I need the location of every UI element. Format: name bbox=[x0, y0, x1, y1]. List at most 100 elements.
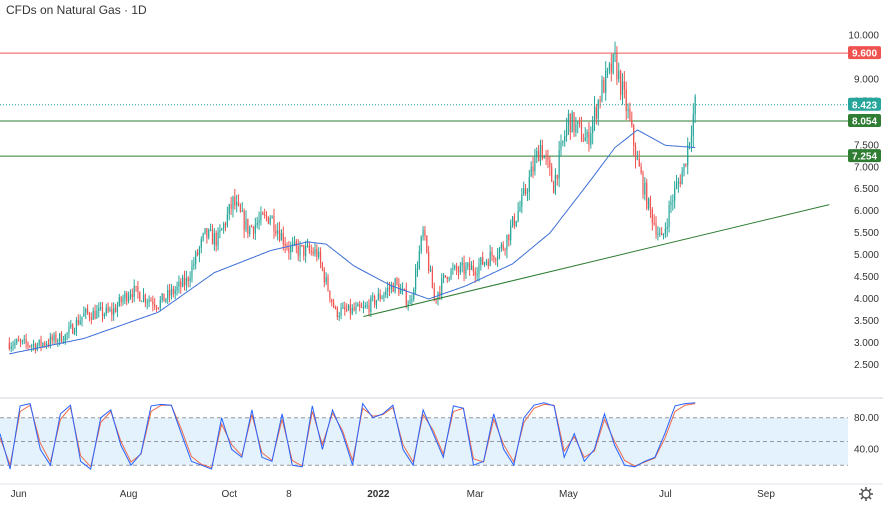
candle-down bbox=[368, 305, 370, 312]
candle-up bbox=[470, 265, 473, 271]
candle-up bbox=[662, 233, 665, 236]
level-price-label: 7.254 bbox=[852, 152, 877, 163]
candle-down bbox=[237, 202, 240, 205]
candle-down bbox=[374, 296, 376, 305]
candle-down bbox=[646, 182, 648, 209]
price-tick-label: 7.500 bbox=[854, 140, 879, 151]
candle-up bbox=[674, 188, 676, 201]
candle-up bbox=[422, 229, 424, 237]
candle-down bbox=[139, 292, 141, 302]
candle-up bbox=[226, 214, 228, 226]
candle-up bbox=[657, 234, 659, 236]
candle-down bbox=[502, 244, 504, 250]
candle-up bbox=[461, 262, 463, 266]
level-price-label: 9.600 bbox=[852, 49, 877, 60]
candle-down bbox=[114, 308, 117, 312]
last-price-badge bbox=[848, 97, 881, 111]
candle-up bbox=[249, 226, 251, 235]
candle-up bbox=[146, 301, 148, 303]
candle-up bbox=[57, 340, 59, 343]
time-axis[interactable]: Jun Aug Oct 8 2022 Mar May Jul Sep bbox=[11, 489, 776, 500]
candle-up bbox=[258, 220, 260, 224]
candle-up bbox=[506, 234, 508, 251]
candle-down bbox=[545, 155, 547, 157]
candle-up bbox=[562, 141, 564, 143]
candle-up bbox=[441, 278, 443, 295]
candle-up bbox=[200, 239, 202, 248]
time-tick-label: Mar bbox=[467, 489, 485, 500]
candle-up bbox=[586, 131, 588, 138]
candle-down bbox=[538, 151, 540, 162]
candle-down bbox=[27, 343, 29, 346]
candle-down bbox=[457, 270, 460, 273]
candle-down bbox=[157, 307, 160, 309]
candle-down bbox=[135, 285, 137, 287]
candle-down bbox=[303, 245, 305, 256]
candle-up bbox=[53, 334, 55, 341]
candle-up bbox=[565, 125, 568, 137]
candle-up bbox=[118, 297, 120, 306]
stochastic-tick-label: 80.00 bbox=[854, 413, 879, 424]
candle-up bbox=[23, 339, 25, 341]
candle-down bbox=[634, 146, 637, 160]
candle-up bbox=[688, 142, 691, 146]
candle-up bbox=[338, 315, 340, 318]
ascending-trendline[interactable] bbox=[363, 204, 830, 318]
candle-up bbox=[219, 230, 221, 232]
candle-up bbox=[142, 294, 145, 302]
candle-up bbox=[675, 183, 678, 189]
horizontal-levels[interactable]: 9.600 8.054 7.254 bbox=[0, 46, 881, 163]
candle-down bbox=[403, 288, 406, 290]
candle-up bbox=[681, 171, 683, 185]
candle-up bbox=[571, 112, 573, 133]
candle-down bbox=[346, 309, 348, 311]
candle-down bbox=[126, 293, 128, 302]
candle-up bbox=[534, 157, 536, 172]
candle-up bbox=[189, 278, 191, 282]
candle-up bbox=[81, 316, 83, 321]
candle-up bbox=[381, 297, 383, 299]
candle-up bbox=[467, 263, 469, 267]
candle-up bbox=[176, 286, 178, 291]
candle-up bbox=[96, 310, 98, 319]
candle-up bbox=[103, 314, 105, 317]
candle-down bbox=[29, 345, 31, 347]
candle-down bbox=[90, 317, 92, 320]
candle-up bbox=[221, 228, 223, 231]
candle-up bbox=[420, 236, 422, 252]
candle-down bbox=[433, 288, 435, 299]
candle-down bbox=[616, 52, 618, 80]
candle-up bbox=[85, 308, 87, 313]
candle-up bbox=[45, 344, 48, 346]
candle-down bbox=[155, 306, 158, 308]
candle-up bbox=[407, 304, 409, 306]
stochastic-axis: 80.00 40.00 bbox=[854, 413, 879, 456]
candle-down bbox=[439, 292, 441, 295]
price-tick-label: 2.500 bbox=[854, 360, 879, 371]
candle-up bbox=[98, 308, 100, 311]
candle-down bbox=[541, 145, 543, 159]
candle-up bbox=[672, 200, 674, 202]
candle-up bbox=[448, 278, 450, 280]
candle-down bbox=[653, 223, 655, 225]
candle-up bbox=[217, 231, 219, 246]
candle-up bbox=[683, 163, 685, 172]
candle-up bbox=[511, 216, 514, 226]
candlestick-series bbox=[8, 41, 696, 354]
candle-down bbox=[316, 249, 318, 257]
candle-up bbox=[564, 136, 566, 142]
candle-up bbox=[195, 252, 197, 264]
candle-down bbox=[396, 278, 398, 284]
candle-down bbox=[273, 216, 275, 232]
candle-up bbox=[277, 230, 279, 234]
candle-up bbox=[213, 233, 215, 245]
candle-up bbox=[618, 70, 620, 80]
candle-up bbox=[692, 114, 694, 136]
candle-down bbox=[239, 204, 242, 212]
settings-gear-icon[interactable] bbox=[859, 487, 873, 501]
candle-down bbox=[428, 252, 430, 272]
time-tick-label: May bbox=[559, 489, 578, 500]
price-axis[interactable]: 10.0009.0008.5007.5007.0006.5006.0005.50… bbox=[848, 31, 879, 371]
candle-up bbox=[16, 339, 18, 343]
